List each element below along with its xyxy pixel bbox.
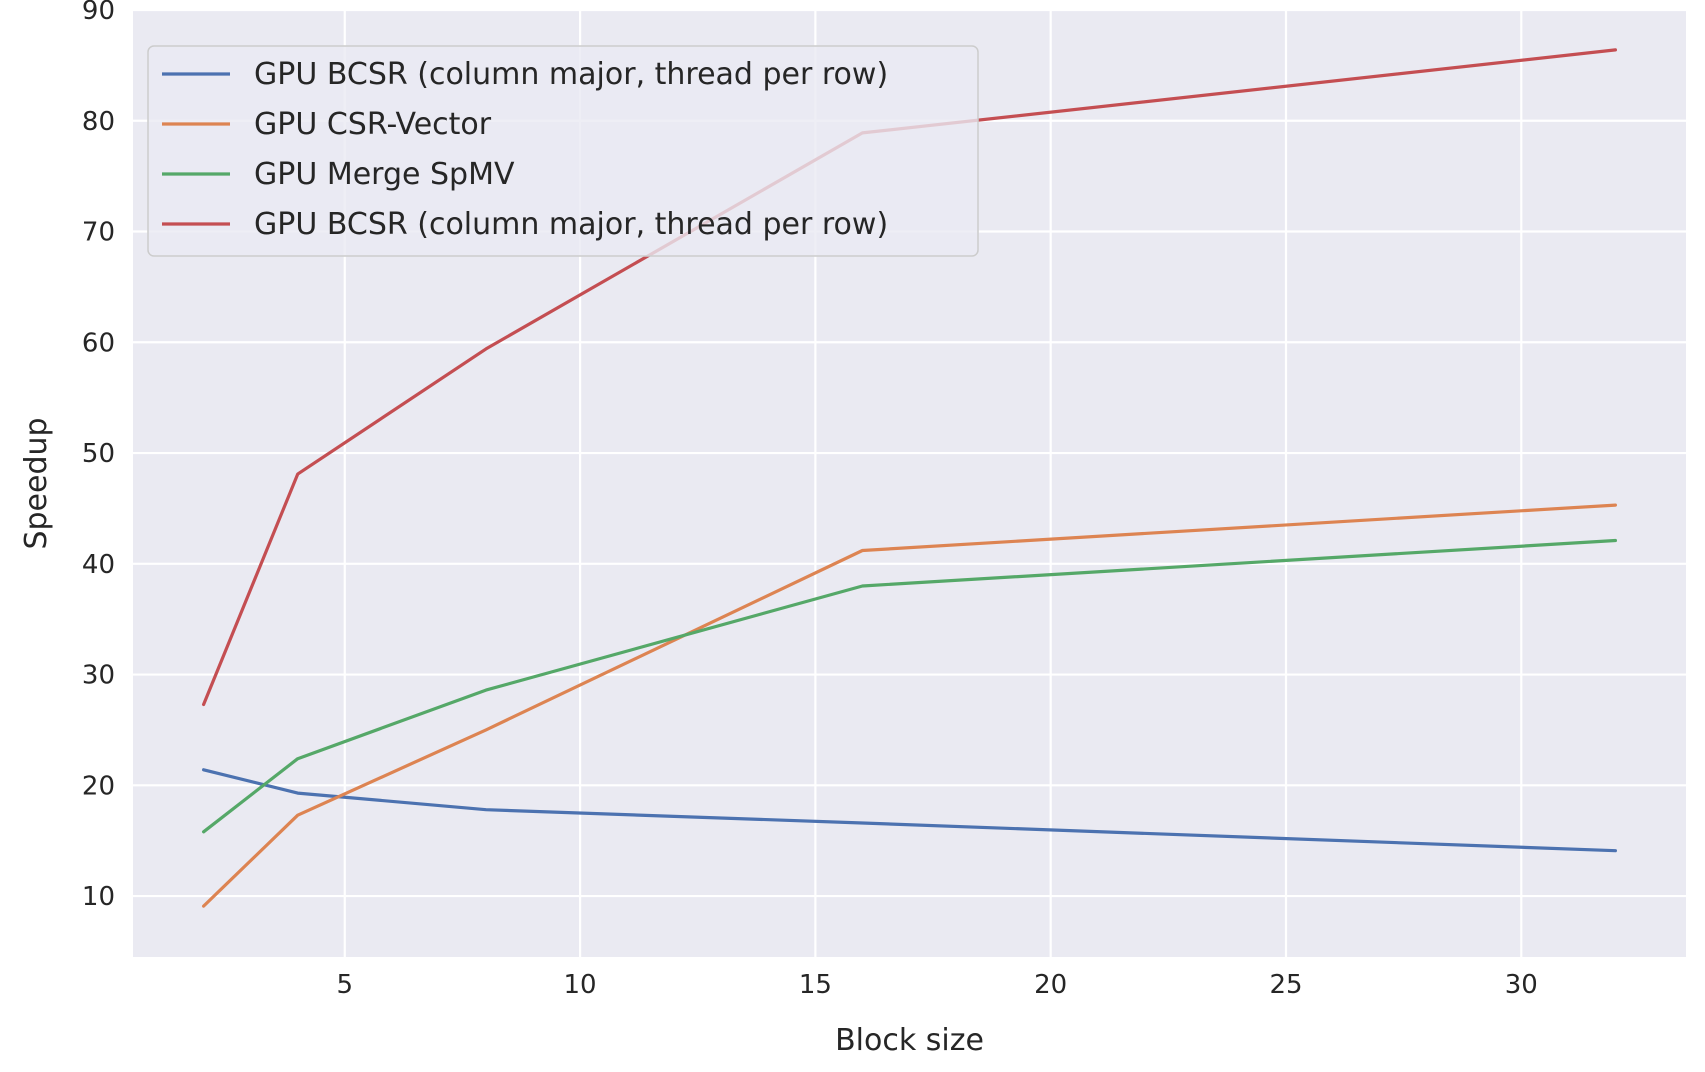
x-tick-label: 30 bbox=[1505, 970, 1538, 1000]
series-line-4 bbox=[202, 48, 1618, 707]
y-axis-label: Speedup bbox=[19, 417, 54, 549]
x-tick-label: 25 bbox=[1269, 970, 1302, 1000]
y-tick-label: 10 bbox=[82, 882, 115, 912]
legend-entry-2: GPU CSR-Vector bbox=[254, 107, 492, 142]
legend-entry-3: GPU Merge SpMV bbox=[254, 157, 515, 192]
y-tick-label: 40 bbox=[82, 550, 115, 580]
x-tick-label: 20 bbox=[1034, 970, 1067, 1000]
series-line-2 bbox=[202, 503, 1618, 908]
series-line-3 bbox=[202, 538, 1618, 834]
y-tick-label: 30 bbox=[82, 661, 115, 691]
x-tick-label: 10 bbox=[564, 970, 597, 1000]
y-tick-label: 80 bbox=[82, 107, 115, 137]
y-tick-label: 70 bbox=[82, 218, 115, 248]
x-axis-label: Block size bbox=[835, 1023, 984, 1058]
x-tick-label: 15 bbox=[799, 970, 832, 1000]
x-tick-label: 5 bbox=[336, 970, 353, 1000]
y-tick-label: 20 bbox=[82, 771, 115, 801]
y-tick-label: 60 bbox=[82, 328, 115, 358]
series-lines bbox=[202, 48, 1618, 908]
legend-entry-1: GPU BCSR (column major, thread per row) bbox=[254, 57, 888, 92]
y-tick-labels: 10 20 30 40 50 60 70 80 90 bbox=[82, 0, 115, 912]
legend-frame bbox=[147, 45, 979, 257]
x-tick-labels: 5 10 15 20 25 30 bbox=[336, 970, 1537, 1000]
legend-entry-4: GPU BCSR (column major, thread per row) bbox=[254, 207, 888, 242]
series-line-1 bbox=[202, 768, 1618, 853]
y-tick-label: 50 bbox=[82, 439, 115, 469]
legend: GPU BCSR (column major, thread per row) G… bbox=[147, 45, 979, 257]
y-tick-label: 90 bbox=[82, 0, 115, 26]
